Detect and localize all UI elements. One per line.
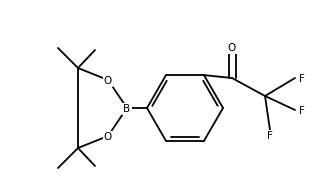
Text: F: F [267,131,273,141]
Text: F: F [299,106,305,116]
Text: O: O [228,43,236,53]
Text: O: O [104,76,112,86]
Text: F: F [299,74,305,84]
Text: B: B [123,104,130,114]
Text: O: O [104,132,112,142]
